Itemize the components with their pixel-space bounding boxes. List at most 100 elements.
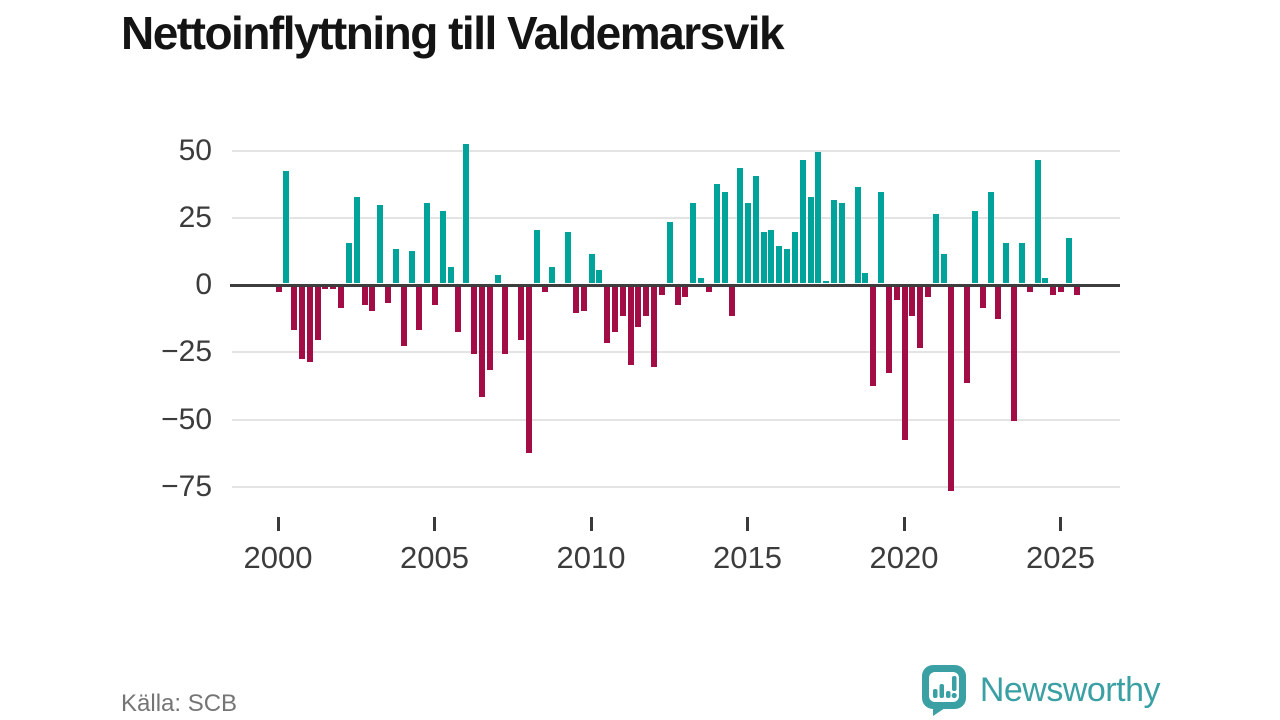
bar-negative — [291, 286, 298, 330]
gridline — [232, 351, 1120, 354]
bar-positive — [596, 270, 603, 284]
bar-negative — [893, 286, 900, 300]
y-axis-label: 25 — [178, 200, 212, 234]
bar-positive — [768, 229, 775, 284]
bar-positive — [345, 243, 352, 284]
bar-negative — [643, 286, 650, 317]
brand-lockup: Newsworthy — [921, 664, 1161, 716]
bar-negative — [909, 286, 916, 317]
bar-negative — [1058, 286, 1064, 292]
bar-negative — [901, 286, 908, 440]
y-axis-label: −75 — [161, 469, 212, 503]
zero-axis-line — [230, 283, 1120, 287]
bar-negative — [330, 286, 337, 290]
bar-positive — [854, 186, 861, 284]
bar-positive — [549, 267, 556, 284]
bar-positive — [424, 202, 431, 284]
bar-positive — [392, 248, 399, 284]
x-axis-label: 2020 — [869, 540, 939, 575]
bar-positive — [940, 253, 947, 284]
brand-name: Newsworthy — [979, 670, 1161, 709]
bar-negative — [400, 286, 407, 346]
bar-negative — [964, 286, 971, 384]
bar-positive — [713, 183, 720, 284]
bar-negative — [471, 286, 478, 354]
bar-positive — [377, 205, 384, 284]
bar-positive — [807, 197, 814, 284]
bar-negative — [729, 286, 736, 317]
bar-negative — [572, 286, 579, 314]
bar-negative — [275, 286, 282, 292]
bar-negative — [361, 286, 368, 306]
bar-positive — [831, 200, 838, 284]
bar-negative — [322, 286, 329, 290]
x-axis-tick — [433, 517, 436, 531]
x-axis-tick — [589, 517, 593, 531]
bar-positive — [932, 213, 939, 284]
bar-negative — [432, 286, 438, 306]
bar-negative — [1073, 286, 1080, 295]
newsworthy-logo-icon — [921, 664, 968, 716]
bar-negative — [1011, 286, 1018, 421]
bar-positive — [815, 151, 822, 284]
x-axis-tick — [746, 517, 749, 531]
bar-positive — [1042, 278, 1049, 284]
bar-positive — [784, 248, 791, 284]
bar-positive — [463, 143, 470, 284]
bar-positive — [666, 221, 673, 284]
bar-positive — [1065, 237, 1072, 284]
bar-negative — [870, 286, 877, 387]
bar-negative — [541, 286, 548, 292]
bar-negative — [995, 286, 1002, 319]
bar-positive — [1003, 243, 1010, 284]
bar-negative — [314, 286, 321, 341]
bar-negative — [502, 286, 509, 354]
bar-positive — [878, 192, 885, 284]
x-axis-label: 2000 — [243, 540, 313, 575]
bar-negative — [885, 286, 892, 373]
bar-positive — [447, 267, 454, 284]
gridline — [232, 418, 1120, 421]
x-axis-tick — [1059, 517, 1062, 531]
bar-negative — [604, 286, 611, 343]
bar-positive — [283, 170, 290, 284]
bar-negative — [525, 286, 532, 454]
bar-positive — [987, 192, 994, 284]
bar-positive — [494, 275, 501, 284]
bar-positive — [533, 229, 540, 284]
bar-positive — [565, 232, 572, 284]
bar-negative — [619, 286, 626, 317]
bar-positive — [752, 175, 759, 284]
gridline — [232, 485, 1120, 488]
x-axis-label: 2015 — [713, 540, 782, 575]
y-axis-label: 0 — [195, 268, 212, 301]
bar-positive — [760, 232, 767, 284]
bar-positive — [690, 202, 697, 284]
bar-positive — [823, 280, 830, 284]
x-axis-label: 2025 — [1026, 540, 1095, 575]
bar-negative — [611, 286, 618, 333]
x-axis-label: 2010 — [556, 540, 626, 575]
bar-negative — [682, 286, 689, 298]
bar-negative — [948, 286, 955, 491]
bar-positive — [721, 192, 728, 284]
bar-negative — [385, 286, 392, 303]
bar-negative — [486, 286, 493, 370]
bar-positive — [1034, 159, 1041, 284]
gridline — [232, 216, 1120, 219]
bar-positive — [799, 159, 806, 284]
bar-negative — [455, 286, 462, 333]
bar-positive — [737, 167, 744, 284]
bar-negative — [580, 286, 587, 311]
bar-positive — [838, 202, 845, 284]
bar-negative — [924, 286, 931, 298]
bar-positive — [862, 272, 869, 284]
bar-negative — [478, 286, 485, 397]
gridline — [232, 149, 1120, 152]
bar-positive — [588, 253, 595, 284]
x-axis-label: 2005 — [400, 540, 469, 575]
bar-negative — [705, 286, 712, 292]
bar-negative — [1050, 286, 1057, 295]
